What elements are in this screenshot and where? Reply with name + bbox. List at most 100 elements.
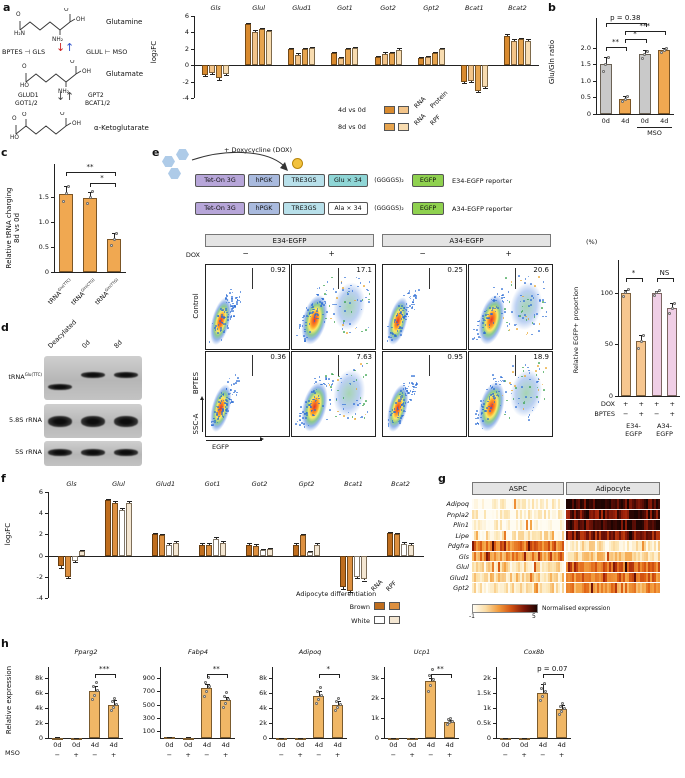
heatmap-cell	[654, 572, 657, 582]
scatter-dot	[517, 315, 520, 317]
heatmap-cell	[635, 572, 638, 582]
heatmap-cell	[542, 562, 544, 572]
scatter-dot	[538, 362, 540, 364]
scatter-dot	[399, 327, 401, 329]
scatter-dot	[217, 324, 220, 326]
heatmap-cell	[548, 583, 550, 593]
scatter-dot	[314, 314, 316, 317]
heatmap-cell	[635, 562, 638, 572]
heatmap-cell	[617, 583, 620, 593]
bar	[260, 550, 266, 556]
bar	[152, 534, 158, 556]
flow-group-header: A34-EGFP	[382, 234, 551, 247]
bar	[401, 543, 407, 556]
heatmap-cell	[560, 520, 562, 530]
x-row-value: −	[540, 751, 546, 759]
heatmap-cell	[651, 583, 655, 593]
chart-plot: 3k 2k 1k 0 0d 0d 4d 4d ** − + − +	[362, 658, 462, 762]
heatmap-cell	[550, 520, 552, 530]
error-cap	[439, 47, 445, 49]
construct-box: Ala × 34	[328, 202, 368, 215]
scatter-dot	[387, 423, 390, 425]
heatmap-cell	[619, 530, 622, 540]
significance-bracket	[605, 23, 647, 28]
data-point	[67, 185, 70, 189]
scatter-dot	[304, 328, 306, 331]
scatter-dot	[405, 306, 408, 309]
panel-e-bar-chart: 100 50 0 * NS DOX + + + + BPTES − + − + E34- EGFP A34- EGF…	[594, 246, 684, 442]
y-tick-label: 500	[142, 700, 155, 709]
scatter-dot	[217, 418, 220, 420]
bar	[374, 57, 381, 66]
bar	[517, 38, 524, 66]
gel-band	[114, 449, 138, 456]
scatter-dot	[321, 302, 324, 304]
scatter-dot	[224, 323, 227, 326]
heatmap-cell	[598, 499, 601, 509]
panel-c-y-axis-label-2: 8d vs 0d	[13, 212, 21, 244]
heatmap-cell	[554, 530, 556, 540]
heatmap-cell	[568, 520, 571, 530]
chart-plot: 2k 1.5k 1k 0.5k 0 0d 0d 4d 4d p = 0.07− + − +	[474, 658, 574, 762]
scatter-dot	[239, 291, 242, 293]
scatter-dot	[313, 316, 316, 319]
scatter-dot	[351, 290, 354, 292]
bar	[245, 24, 252, 66]
scatter-dot	[545, 366, 547, 369]
heatmap-cell	[552, 520, 554, 530]
data-point	[643, 52, 647, 56]
heatmap-cell	[502, 530, 504, 540]
data-point	[336, 706, 340, 710]
heatmap-cell	[613, 541, 616, 551]
scatter-dot	[515, 323, 518, 326]
scatter-dot	[233, 306, 235, 308]
bar	[173, 542, 179, 556]
heatmap-cell	[574, 572, 577, 582]
scatter-dot	[413, 375, 415, 377]
error-cap	[335, 700, 341, 702]
scatter-dot	[219, 329, 222, 332]
heatmap-cell	[578, 499, 581, 509]
heatmap-cell	[592, 541, 595, 551]
heatmap-cell	[596, 499, 599, 509]
x-axis	[496, 738, 571, 739]
scatter-dot	[229, 389, 232, 391]
y-tick-mark	[493, 677, 496, 679]
heatmap-row	[566, 583, 661, 593]
flow-plot: 0.36	[205, 351, 290, 437]
heatmap-cell	[558, 520, 560, 530]
scatter-dot	[486, 407, 488, 410]
bar	[259, 29, 266, 66]
heatmap-cell	[586, 583, 589, 593]
scatter-dot	[531, 322, 534, 325]
y-tick-label: 0	[44, 268, 49, 276]
scatter-dot	[342, 324, 345, 326]
scatter-dot	[220, 321, 223, 324]
error-cap	[346, 47, 352, 49]
bar	[361, 555, 367, 579]
heatmap-cell	[522, 541, 524, 551]
y-tick-mark	[493, 738, 496, 739]
y-tick-label: 2.0	[580, 43, 591, 52]
heatmap-cell	[472, 551, 474, 561]
heatmap-cell	[554, 572, 556, 582]
y-tick-mark	[381, 697, 384, 699]
scatter-dot	[365, 374, 367, 376]
x-row-value: +	[409, 751, 415, 759]
atom-label: HO	[20, 83, 29, 89]
scatter-dot	[360, 299, 362, 302]
scatter-dot	[360, 363, 362, 365]
scatter-dot	[524, 375, 527, 377]
x-row-value: +	[73, 751, 79, 759]
scatter-dot	[228, 301, 230, 304]
bar	[220, 700, 232, 738]
heatmap-cell	[492, 583, 494, 593]
heatmap-cell	[518, 541, 520, 551]
panel-a-bar-chart: 6 4 2 0 -2 -4 Gls Glul Glud1 Got1 Got2 Gpt2 Bcat1 Bca…	[168, 4, 543, 106]
error-cap	[315, 543, 320, 545]
legend-title: Adipocyte differentiation	[296, 590, 377, 598]
x-axis	[54, 272, 126, 273]
scatter-dot	[330, 373, 333, 376]
scatter-dot	[299, 419, 302, 422]
scatter-dot	[531, 333, 533, 336]
